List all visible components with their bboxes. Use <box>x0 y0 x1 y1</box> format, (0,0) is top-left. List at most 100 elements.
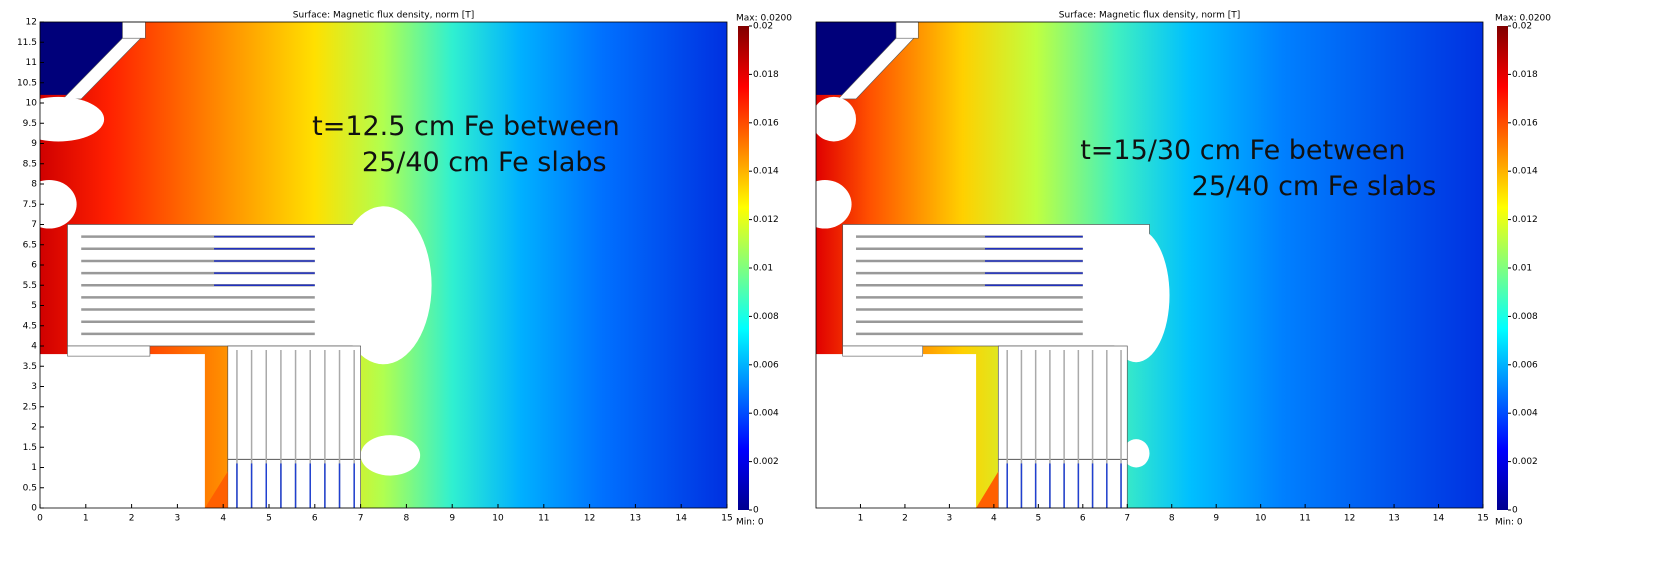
annotation: 25/40 cm Fe slabs <box>362 147 607 178</box>
x-tick-label: 11 <box>538 514 549 524</box>
annotation: t=12.5 cm Fe between <box>312 111 620 142</box>
colorbar-tick-label: 0.008 <box>753 312 779 322</box>
slab <box>798 179 852 229</box>
y-tick-label: 6 <box>31 261 37 271</box>
coil-foot <box>842 345 924 357</box>
y-tick-label: 2.5 <box>23 402 37 412</box>
y-tick-label: 11.5 <box>17 38 37 48</box>
plot-title: Surface: Magnetic flux density, norm [T] <box>293 11 474 21</box>
detector-box <box>227 345 361 509</box>
x-tick-label: 10 <box>1255 514 1267 524</box>
y-tick-label: 8.5 <box>23 159 37 169</box>
x-tick-label: 9 <box>1213 514 1219 524</box>
annotation: t=15/30 cm Fe between <box>1080 135 1405 166</box>
y-tick-label: 3.5 <box>23 362 37 372</box>
yoke-top <box>895 21 919 39</box>
colorbar-tick-label: 0 <box>753 506 759 516</box>
y-tick-label: 4.5 <box>23 321 37 331</box>
x-tick-label: 15 <box>721 514 732 524</box>
min-label: Min: 0 <box>736 518 764 528</box>
y-tick-label: 8 <box>31 180 37 190</box>
corner-field <box>976 471 999 508</box>
x-tick-label: 13 <box>630 514 641 524</box>
colorbar-tick-label: 0.004 <box>1512 409 1538 419</box>
colorbar-tick-label: 0.008 <box>1512 312 1538 322</box>
x-tick-label: 1 <box>83 514 89 524</box>
colorbar-tick-label: 0.016 <box>1512 118 1538 128</box>
x-tick-label: 0 <box>37 514 43 524</box>
detector-box <box>997 345 1128 509</box>
y-tick-label: 7.5 <box>23 200 37 210</box>
colorbar-tick-label: 0.004 <box>753 409 779 419</box>
low-field <box>816 22 919 95</box>
annotation: 25/40 cm Fe slabs <box>1192 171 1437 202</box>
yoke-top <box>122 21 146 39</box>
colorbar-tick-label: 0.006 <box>753 360 779 370</box>
colorbar-tick-label: 0.018 <box>753 70 779 80</box>
x-tick-label: 6 <box>312 514 318 524</box>
y-tick-label: 9.5 <box>23 119 37 129</box>
slab <box>811 96 857 142</box>
min-label: Min: 0 <box>1495 518 1523 528</box>
colorbar-tick-label: 0.006 <box>1512 360 1538 370</box>
colorbar <box>738 26 749 510</box>
x-tick-label: 8 <box>404 514 410 524</box>
colorbar-tick-label: 0.018 <box>1512 70 1538 80</box>
colorbar-tick-label: 0.012 <box>753 215 779 225</box>
y-tick-label: 5 <box>31 301 37 311</box>
x-tick-label: 4 <box>220 514 226 524</box>
low-field <box>40 22 146 95</box>
y-tick-label: 1.5 <box>23 443 37 453</box>
x-tick-label: 8 <box>1169 514 1175 524</box>
colorbar-tick-label: 0.016 <box>753 118 779 128</box>
colorbar-tick-label: 0.014 <box>753 167 779 177</box>
x-tick-label: 9 <box>449 514 455 524</box>
y-tick-label: 1 <box>31 463 37 473</box>
y-tick-label: 4 <box>31 342 37 352</box>
coil-foot <box>67 345 151 357</box>
x-tick-label: 6 <box>1080 514 1086 524</box>
colorbar-tick-label: 0.01 <box>1512 264 1532 274</box>
x-tick-label: 11 <box>1299 514 1310 524</box>
colorbar-tick-label: 0.02 <box>753 22 773 32</box>
x-tick-label: 13 <box>1388 514 1399 524</box>
y-tick-label: 10 <box>26 99 38 109</box>
colorbar <box>1497 26 1508 510</box>
corner-field <box>204 471 228 508</box>
x-tick-label: 3 <box>947 514 953 524</box>
x-tick-label: 14 <box>1433 514 1445 524</box>
lower-region <box>816 354 977 508</box>
lower-region <box>40 354 205 508</box>
x-tick-label: 7 <box>358 514 364 524</box>
colorbar-tick-label: 0.002 <box>753 457 779 467</box>
x-tick-label: 2 <box>129 514 135 524</box>
max-label: Max: 0.0200 <box>736 14 792 24</box>
y-tick-label: 0 <box>31 504 37 514</box>
colorbar-tick-label: 0.002 <box>1512 457 1538 467</box>
max-label: Max: 0.0200 <box>1495 14 1551 24</box>
x-tick-label: 12 <box>584 514 595 524</box>
x-tick-label: 2 <box>902 514 908 524</box>
slab <box>1102 228 1170 363</box>
slab <box>1122 439 1150 468</box>
slab <box>21 179 77 229</box>
colorbar-tick-label: 0.01 <box>753 264 773 274</box>
y-tick-label: 7 <box>31 220 37 230</box>
colorbar-tick-label: 0.014 <box>1512 167 1538 177</box>
y-tick-label: 12 <box>26 18 37 28</box>
colorbar-tick-label: 0.012 <box>1512 215 1538 225</box>
x-tick-label: 14 <box>675 514 687 524</box>
x-tick-label: 7 <box>1124 514 1130 524</box>
x-tick-label: 4 <box>991 514 997 524</box>
x-tick-label: 5 <box>1035 514 1041 524</box>
y-tick-label: 0.5 <box>23 483 37 493</box>
slab <box>12 96 105 142</box>
x-tick-label: 10 <box>492 514 504 524</box>
colorbar-tick-label: 0.02 <box>1512 22 1532 32</box>
x-tick-label: 1 <box>858 514 864 524</box>
y-tick-label: 11 <box>26 58 37 68</box>
slab <box>335 206 432 365</box>
slab <box>360 435 421 476</box>
plot-title: Surface: Magnetic flux density, norm [T] <box>1059 11 1240 21</box>
